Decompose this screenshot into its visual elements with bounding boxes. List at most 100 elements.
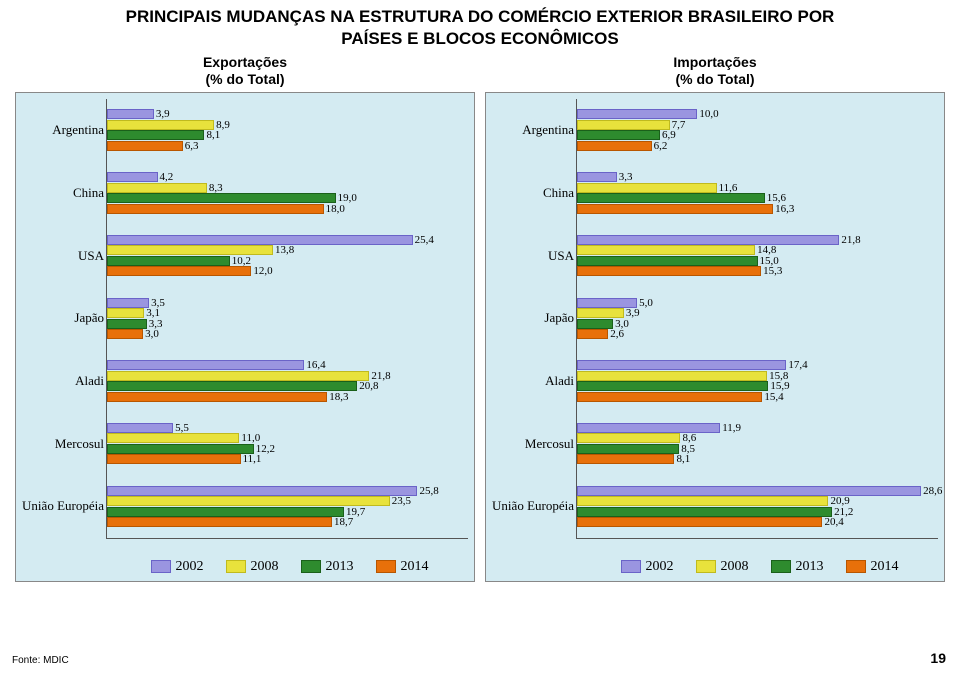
legend-2008: 2008 (696, 559, 749, 575)
bar-value-label: 3,9 (156, 108, 170, 120)
category-label: Japão (489, 310, 574, 326)
bar-2014 (577, 329, 608, 339)
bar-2002 (107, 423, 173, 433)
bar-2014 (577, 141, 652, 151)
legend-2014: 2014 (376, 559, 429, 575)
page-number: 19 (930, 650, 946, 666)
bar-value-label: 16,4 (306, 359, 325, 371)
bar-2013 (577, 507, 832, 517)
bar-2002 (577, 360, 786, 370)
bar-value-label: 10,2 (232, 255, 251, 267)
bar-2014 (577, 454, 674, 464)
bar-2014 (107, 266, 251, 276)
category-label: USA (19, 248, 104, 264)
legend-2008: 2008 (226, 559, 279, 575)
bar-2008 (577, 496, 828, 506)
bar-2013 (107, 444, 254, 454)
bar-2014 (107, 329, 143, 339)
bar-2008 (107, 433, 239, 443)
bar-value-label: 18,7 (334, 516, 353, 528)
bar-2014 (577, 392, 762, 402)
bar-value-label: 11,9 (722, 422, 741, 434)
bar-2008 (107, 308, 144, 318)
page-title: PRINCIPAIS MUDANÇAS NA ESTRUTURA DO COMÉ… (0, 0, 960, 50)
legend-2013: 2013 (301, 559, 354, 575)
bar-2002 (577, 172, 617, 182)
bar-2002 (107, 235, 413, 245)
bar-value-label: 2,6 (610, 328, 624, 340)
bar-2002 (107, 360, 304, 370)
exports-legend: 2002 2008 2013 2014 (111, 559, 468, 575)
bar-value-label: 11,6 (719, 182, 738, 194)
imports-legend: 2002 2008 2013 2014 (581, 559, 938, 575)
bar-2013 (577, 193, 765, 203)
bar-2008 (107, 245, 273, 255)
bar-value-label: 5,0 (639, 297, 653, 309)
bar-2013 (107, 381, 357, 391)
bar-2013 (577, 444, 679, 454)
bar-2008 (577, 183, 717, 193)
bar-value-label: 8,1 (676, 453, 690, 465)
bar-2008 (107, 120, 214, 130)
bar-2014 (577, 266, 761, 276)
exports-subtitle: Exportações (% do Total) (15, 54, 475, 88)
bar-value-label: 15,3 (763, 265, 782, 277)
bar-2002 (107, 109, 154, 119)
imports-plot: Argentina10,07,76,96,2China3,311,615,616… (576, 99, 938, 539)
bar-value-label: 5,5 (175, 422, 189, 434)
title-line1: PRINCIPAIS MUDANÇAS NA ESTRUTURA DO COMÉ… (126, 7, 835, 26)
bar-2008 (577, 433, 680, 443)
bar-value-label: 8,1 (206, 129, 220, 141)
bar-value-label: 28,6 (923, 485, 942, 497)
category-label: União Européia (489, 498, 574, 514)
bar-2013 (577, 381, 768, 391)
bar-value-label: 18,0 (326, 203, 345, 215)
bar-value-label: 4,2 (160, 171, 174, 183)
bar-value-label: 10,0 (699, 108, 718, 120)
legend-2002: 2002 (151, 559, 204, 575)
bar-value-label: 11,1 (243, 453, 262, 465)
bar-2008 (107, 183, 207, 193)
bar-2002 (107, 172, 158, 182)
bar-2002 (107, 298, 149, 308)
category-label: União Européia (19, 498, 104, 514)
legend-2013: 2013 (771, 559, 824, 575)
bar-2008 (107, 371, 369, 381)
source-footer: Fonte: MDIC (12, 655, 69, 666)
category-label: Aladi (489, 373, 574, 389)
bar-value-label: 3,0 (145, 328, 159, 340)
bar-2013 (107, 130, 204, 140)
bar-2002 (577, 109, 697, 119)
bar-value-label: 3,3 (619, 171, 633, 183)
category-label: Argentina (489, 122, 574, 138)
legend-2014: 2014 (846, 559, 899, 575)
bar-value-label: 12,0 (253, 265, 272, 277)
bar-2013 (577, 256, 758, 266)
bar-value-label: 16,3 (775, 203, 794, 215)
bar-2014 (107, 204, 324, 214)
title-line2: PAÍSES E BLOCOS ECONÔMICOS (341, 29, 618, 48)
category-label: China (489, 185, 574, 201)
bar-2013 (107, 319, 147, 329)
bar-2014 (577, 204, 773, 214)
bar-value-label: 15,4 (764, 391, 783, 403)
bar-value-label: 25,8 (419, 485, 438, 497)
exports-plot: Argentina3,98,98,16,3China4,28,319,018,0… (106, 99, 468, 539)
bar-2014 (107, 141, 183, 151)
category-label: Japão (19, 310, 104, 326)
bar-value-label: 21,8 (841, 234, 860, 246)
bar-2008 (577, 308, 624, 318)
bar-2013 (577, 130, 660, 140)
bar-value-label: 20,8 (359, 380, 378, 392)
exports-chart: Argentina3,98,98,16,3China4,28,319,018,0… (15, 92, 475, 582)
bar-value-label: 18,3 (329, 391, 348, 403)
exports-column: Exportações (% do Total) Argentina3,98,9… (15, 54, 475, 582)
bar-2008 (107, 496, 390, 506)
category-label: Aladi (19, 373, 104, 389)
bar-2014 (107, 517, 332, 527)
bar-2013 (107, 256, 230, 266)
bar-value-label: 8,3 (209, 182, 223, 194)
bar-2014 (107, 454, 241, 464)
bar-2002 (577, 235, 839, 245)
bar-2002 (577, 423, 720, 433)
